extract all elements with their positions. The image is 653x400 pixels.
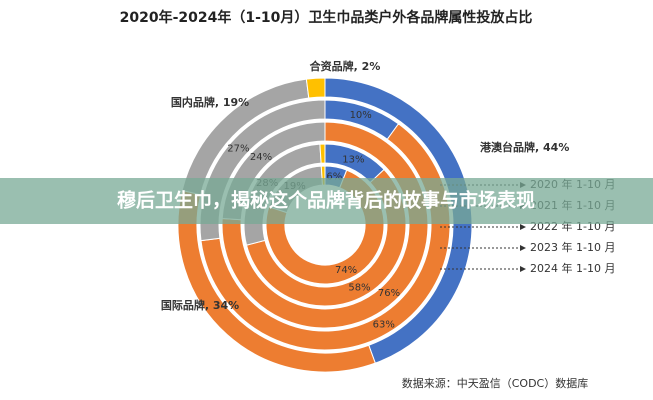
legend-arrowhead — [520, 245, 526, 251]
data-label: 58% — [348, 283, 370, 294]
donut-segment — [305, 77, 326, 99]
annotation: 港澳台品牌, 44% — [480, 140, 569, 154]
legend-label: 2024 年 1-10 月 — [530, 261, 615, 275]
banner-band — [0, 178, 653, 224]
data-label: 10% — [350, 110, 372, 121]
donut-segment — [200, 123, 451, 351]
data-label: 76% — [378, 288, 400, 299]
data-label: 24% — [250, 152, 272, 163]
annotation: 国际品牌, 34% — [161, 298, 239, 312]
source: 数据来源：中天盈信（CODC）数据库 — [402, 376, 589, 390]
data-label: 74% — [335, 265, 357, 276]
data-label: 6% — [326, 171, 342, 182]
donut-segment — [245, 168, 407, 307]
annotation: 国内品牌, 19% — [171, 95, 249, 109]
chart-title: 2020年-2024年（1-10月）卫生巾品类户外各品牌属性投放占比 — [120, 9, 533, 26]
banner-text: 穆后卫生巾，揭秘这个品牌背后的故事与市场表现 — [117, 189, 535, 212]
legend-arrowhead — [520, 224, 526, 230]
data-label: 63% — [373, 319, 395, 330]
data-label: 27% — [227, 144, 249, 155]
donut-segment — [319, 143, 326, 164]
legend-arrowhead — [520, 266, 526, 272]
legend-label: 2023 年 1-10 月 — [530, 240, 615, 254]
annotation: 合资品牌, 2% — [310, 59, 381, 73]
data-label: 13% — [342, 154, 364, 165]
